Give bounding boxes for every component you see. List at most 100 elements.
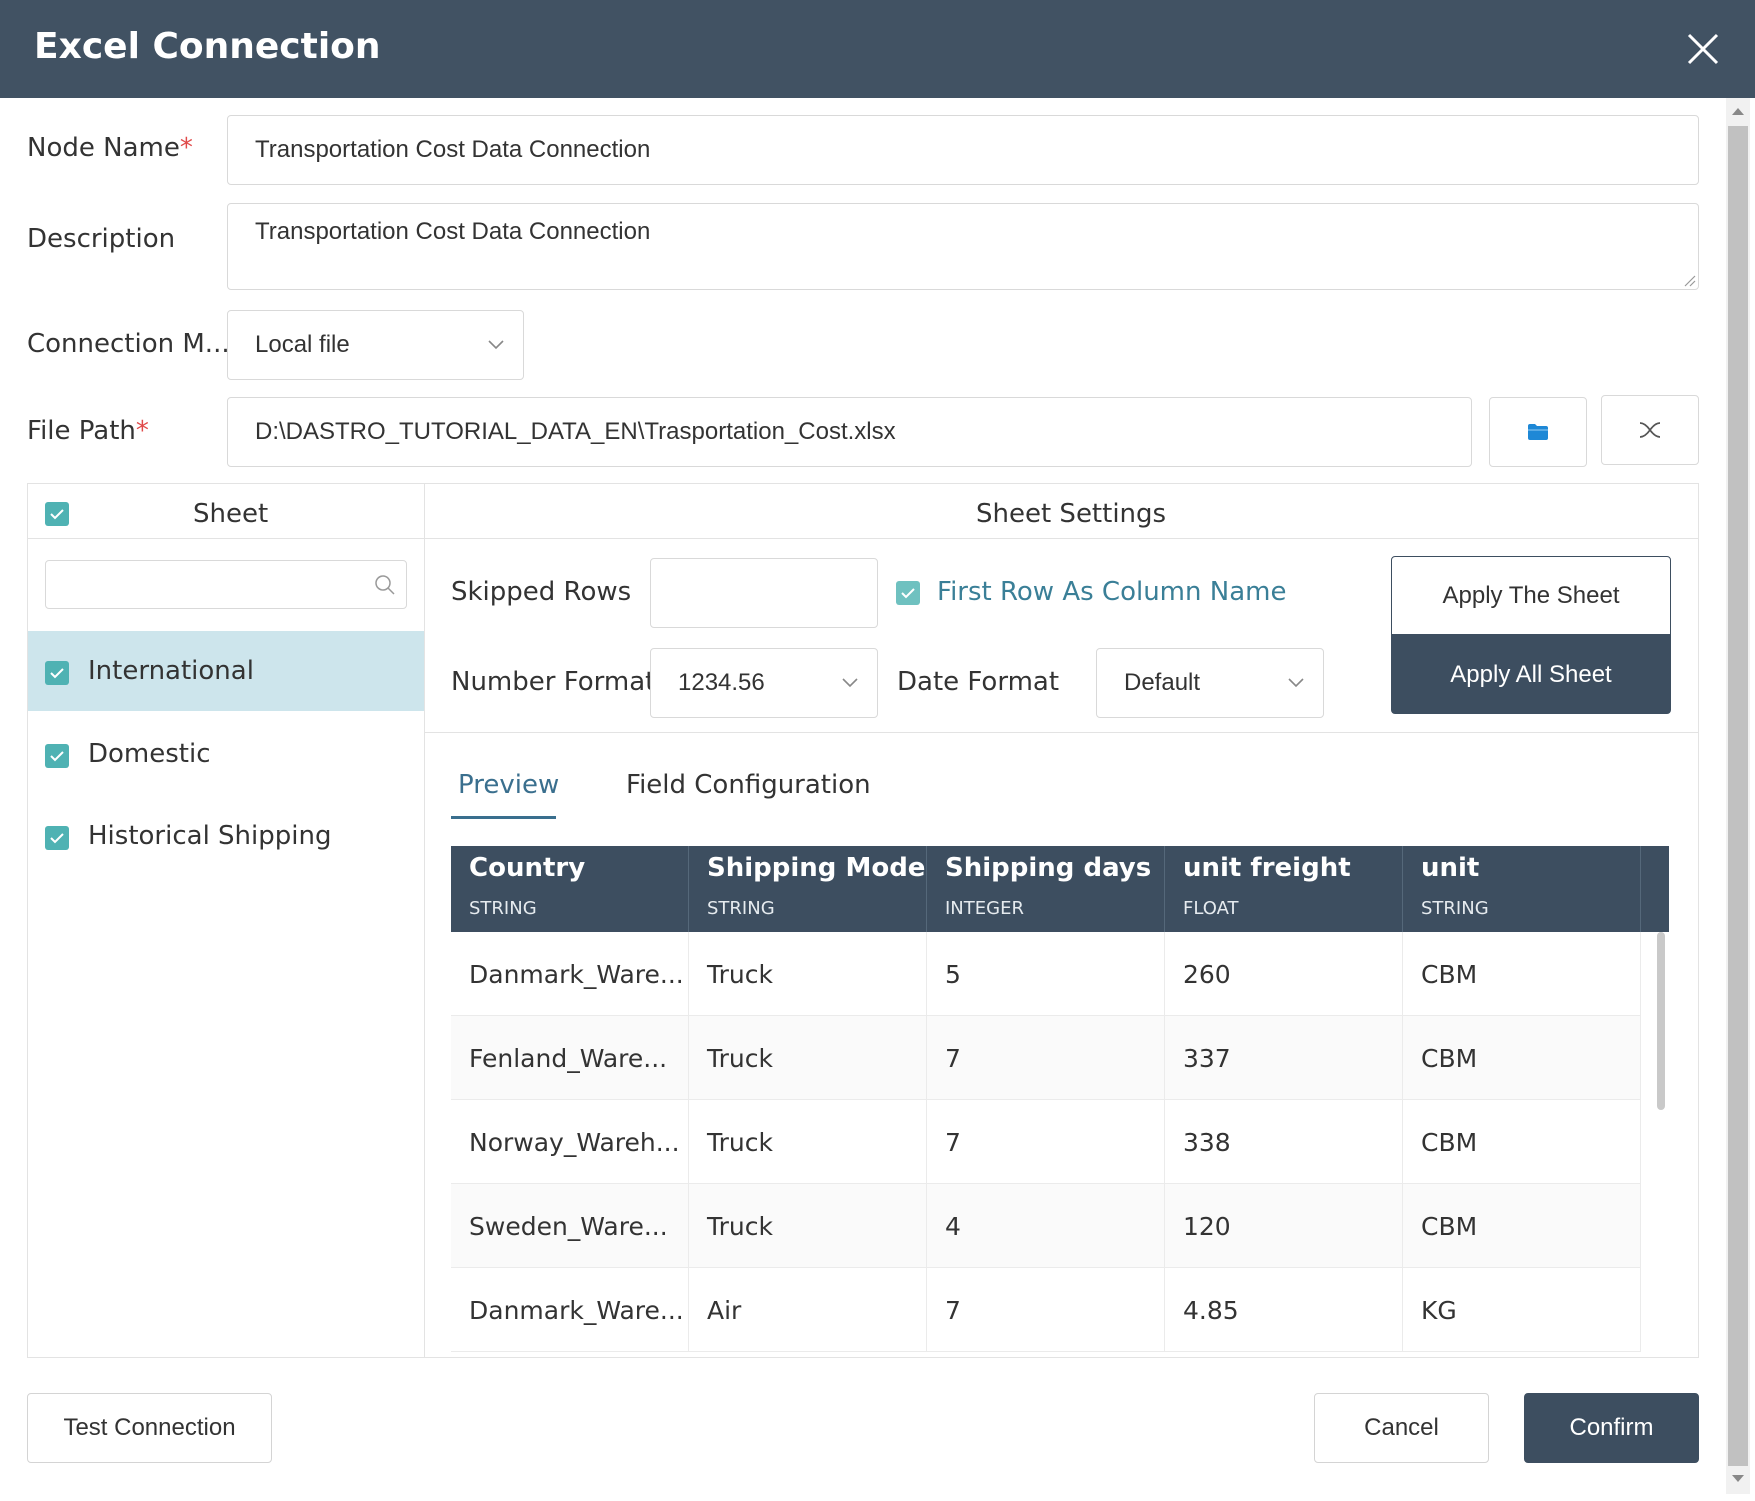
date-format-value: Default: [1124, 669, 1201, 696]
dialog-title: Excel Connection: [34, 26, 381, 67]
check-icon: [901, 588, 915, 599]
column-type: INTEGER: [945, 898, 1024, 919]
chevron-down-icon: [1288, 678, 1304, 688]
sheet-label: International: [88, 656, 254, 686]
settings-divider: [425, 732, 1699, 733]
table-cell: Sweden_Ware...: [451, 1184, 689, 1268]
table-row: Norway_Wareh... Truck 7 338 CBM: [451, 1100, 1641, 1184]
table-scrollbar-thumb[interactable]: [1657, 932, 1665, 1110]
close-icon: [1687, 33, 1719, 65]
sheet-panel-frame: [27, 483, 1699, 1358]
date-format-label: Date Format: [897, 667, 1060, 697]
table-cell: CBM: [1403, 1016, 1641, 1100]
apply-the-sheet-button[interactable]: Apply The Sheet: [1391, 556, 1671, 635]
table-cell: Truck: [689, 1100, 927, 1184]
browse-file-button[interactable]: [1489, 397, 1587, 467]
node-name-input[interactable]: Transportation Cost Data Connection: [227, 115, 1699, 185]
scroll-down-icon[interactable]: [1731, 1474, 1745, 1484]
sheet-header: Sheet: [193, 499, 269, 529]
table-cell: 5: [927, 932, 1165, 1016]
table-row: Danmark_Ware... Truck 5 260 CBM: [451, 932, 1641, 1016]
table-cell: CBM: [1403, 1100, 1641, 1184]
column-name: Shipping days: [945, 853, 1152, 883]
sheet-checkbox[interactable]: [45, 826, 69, 850]
file-path-label-text: File Path: [27, 416, 136, 446]
resize-grip-icon[interactable]: [1682, 273, 1696, 287]
preview-table: Country STRING Shipping Mode STRING Ship…: [451, 846, 1669, 1356]
sheet-item-international[interactable]: International: [28, 631, 424, 711]
column-type: STRING: [1421, 898, 1489, 919]
required-mark: *: [135, 416, 149, 446]
column-header[interactable]: Country STRING: [451, 846, 689, 932]
test-connection-button[interactable]: Test Connection: [27, 1393, 272, 1463]
sheet-item-domestic[interactable]: Domestic: [28, 714, 424, 794]
sheet-settings-header: Sheet Settings: [976, 499, 1167, 529]
table-cell: Air: [689, 1268, 927, 1352]
clear-file-button[interactable]: [1601, 395, 1699, 465]
dialog-titlebar: Excel Connection: [0, 0, 1755, 98]
number-format-label: Number Format: [451, 667, 656, 697]
file-path-input[interactable]: D:\DASTRO_TUTORIAL_DATA_EN\Trasportation…: [227, 397, 1472, 467]
close-button[interactable]: [1686, 32, 1720, 66]
file-path-value: D:\DASTRO_TUTORIAL_DATA_EN\Trasportation…: [255, 418, 896, 445]
apply-all-sheet-button[interactable]: Apply All Sheet: [1391, 635, 1671, 714]
sheet-search-input[interactable]: [45, 560, 407, 609]
table-cell: 337: [1165, 1016, 1403, 1100]
number-format-select[interactable]: 1234.56: [650, 648, 878, 718]
skipped-rows-input[interactable]: [650, 558, 878, 628]
date-format-select[interactable]: Default: [1096, 648, 1324, 718]
scroll-up-icon[interactable]: [1731, 106, 1745, 116]
file-path-label: File Path*: [27, 416, 149, 446]
node-name-label: Node Name*: [27, 133, 193, 163]
folder-icon: [1528, 424, 1548, 440]
description-textarea[interactable]: Transportation Cost Data Connection: [227, 203, 1699, 290]
description-label: Description: [27, 224, 176, 254]
sheet-item-historical-shipping[interactable]: Historical Shipping: [28, 796, 424, 876]
tab-preview[interactable]: Preview: [458, 770, 560, 800]
column-type: STRING: [707, 898, 775, 919]
table-cell: 120: [1165, 1184, 1403, 1268]
table-cell: Fenland_Ware...: [451, 1016, 689, 1100]
column-header[interactable]: unit STRING: [1403, 846, 1641, 932]
table-cell: CBM: [1403, 932, 1641, 1016]
check-icon: [50, 668, 64, 679]
node-name-value: Transportation Cost Data Connection: [255, 136, 651, 163]
table-cell: Danmark_Ware...: [451, 1268, 689, 1352]
check-icon: [50, 751, 64, 762]
table-cell: 7: [927, 1100, 1165, 1184]
table-cell: KG: [1403, 1268, 1641, 1352]
search-icon: [375, 575, 395, 595]
sheet-checkbox[interactable]: [45, 661, 69, 685]
column-header[interactable]: unit freight FLOAT: [1165, 846, 1403, 932]
cancel-button[interactable]: Cancel: [1314, 1393, 1489, 1463]
clear-icon: [1639, 422, 1661, 438]
table-header: Country STRING Shipping Mode STRING Ship…: [451, 846, 1669, 932]
number-format-value: 1234.56: [678, 669, 765, 696]
table-cell: 4: [927, 1184, 1165, 1268]
select-all-sheets-checkbox[interactable]: [45, 502, 69, 526]
dialog-scrollbar-thumb[interactable]: [1728, 126, 1748, 1466]
table-cell: Danmark_Ware...: [451, 932, 689, 1016]
table-row: Fenland_Ware... Truck 7 337 CBM: [451, 1016, 1641, 1100]
column-header[interactable]: Shipping Mode STRING: [689, 846, 927, 932]
first-row-column-name-checkbox[interactable]: [896, 581, 920, 605]
table-cell: 338: [1165, 1100, 1403, 1184]
column-header[interactable]: Shipping days INTEGER: [927, 846, 1165, 932]
tab-field-configuration[interactable]: Field Configuration: [626, 770, 871, 800]
column-name: unit freight: [1183, 853, 1351, 883]
chevron-down-icon: [842, 678, 858, 688]
sheet-checkbox[interactable]: [45, 744, 69, 768]
node-name-label-text: Node Name: [27, 133, 180, 163]
table-cell: 7: [927, 1268, 1165, 1352]
table-cell: Truck: [689, 932, 927, 1016]
check-icon: [50, 833, 64, 844]
panel-header-divider: [27, 538, 1699, 539]
confirm-button[interactable]: Confirm: [1524, 1393, 1699, 1463]
table-cell: Truck: [689, 1016, 927, 1100]
table-row: Sweden_Ware... Truck 4 120 CBM: [451, 1184, 1641, 1268]
table-cell: 4.85: [1165, 1268, 1403, 1352]
column-name: Shipping Mode: [707, 853, 926, 883]
active-tab-indicator: [451, 816, 556, 819]
connection-mode-select[interactable]: Local file: [227, 310, 524, 380]
first-row-column-name-label: First Row As Column Name: [937, 577, 1287, 607]
